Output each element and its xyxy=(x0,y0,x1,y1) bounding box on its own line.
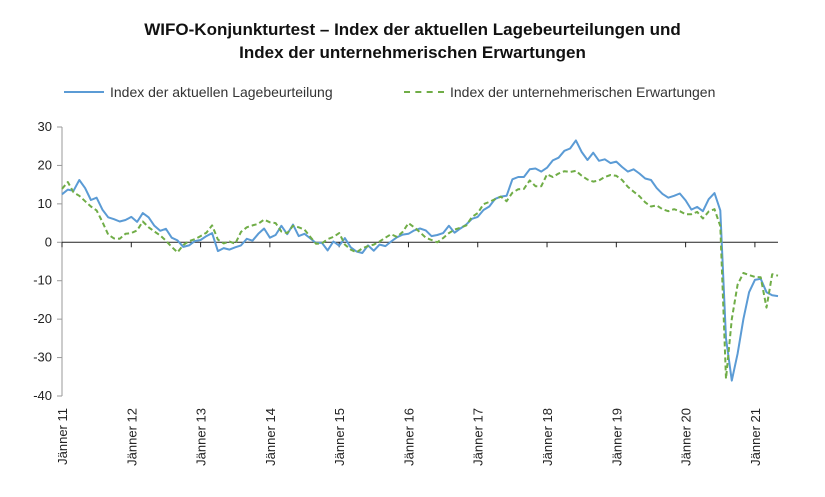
x-tick-label: Jänner 15 xyxy=(332,408,347,466)
x-tick-label: Jänner 12 xyxy=(124,408,139,466)
x-tick-label: Jänner 18 xyxy=(540,408,555,466)
y-tick-label: -40 xyxy=(33,388,52,403)
y-tick-label: 20 xyxy=(38,157,52,172)
legend-item-lagebeurteilung: Index der aktuellen Lagebeurteilung xyxy=(64,84,333,100)
legend-swatch-solid xyxy=(64,91,104,93)
legend-label-lagebeurteilung: Index der aktuellen Lagebeurteilung xyxy=(110,84,333,100)
series-line-erwartungen xyxy=(61,169,779,380)
x-tick-label: Jänner 20 xyxy=(679,408,694,466)
series-line-lagebeurteilung xyxy=(61,139,779,382)
x-tick-label: Jänner 16 xyxy=(401,408,416,466)
legend-item-erwartungen: Index der unternehmerischen Erwartungen xyxy=(404,84,715,100)
x-tick-label: Jänner 14 xyxy=(263,408,278,466)
y-tick-label: -20 xyxy=(33,311,52,326)
x-tick-label: Jänner 11 xyxy=(55,408,70,465)
y-tick-label: -30 xyxy=(33,350,52,365)
y-tick-label: 0 xyxy=(45,234,52,249)
chart-title-line2: Index der unternehmerischen Erwartungen xyxy=(239,43,586,62)
x-tick-label: Jänner 21 xyxy=(748,408,763,466)
y-tick-label: 10 xyxy=(38,196,52,211)
x-tick-label: Jänner 17 xyxy=(471,408,486,466)
legend-label-erwartungen: Index der unternehmerischen Erwartungen xyxy=(450,84,716,100)
chart-title-line1: WIFO-Konjunkturtest – Index der aktuelle… xyxy=(144,20,681,39)
legend: Index der aktuellen Lagebeurteilung Inde… xyxy=(64,84,784,104)
legend-swatch-dashed xyxy=(404,91,444,93)
x-tick-label: Jänner 19 xyxy=(609,408,624,466)
y-tick-label: 30 xyxy=(38,119,52,134)
y-tick-label: -10 xyxy=(33,273,52,288)
x-tick-label: Jänner 13 xyxy=(194,408,209,466)
